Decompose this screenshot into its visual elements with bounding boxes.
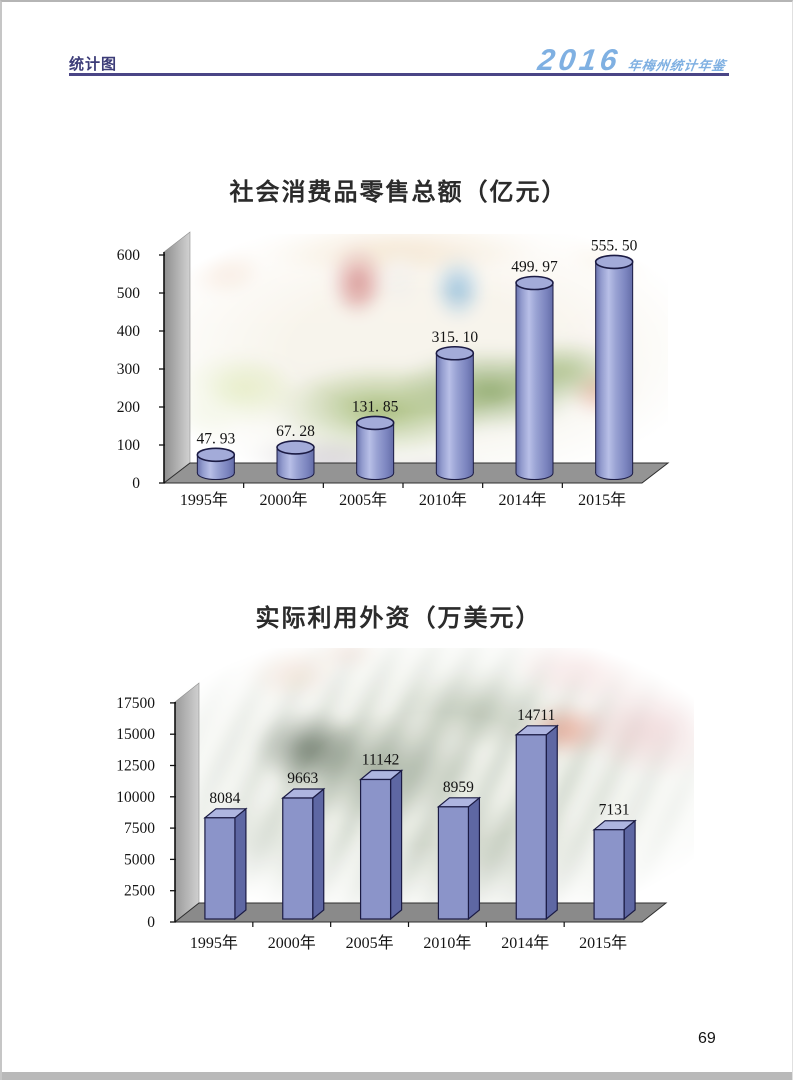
plot-back-wall — [174, 682, 200, 923]
bar-value-label: 9663 — [287, 770, 318, 787]
bar-value-label: 131. 85 — [352, 398, 399, 415]
x-category-label: 2010年 — [419, 491, 467, 509]
x-category-label: 2015年 — [579, 934, 627, 952]
header-section-label: 统计图 — [69, 56, 118, 73]
y-tick-label: 12500 — [116, 758, 155, 775]
cylinder-bar-body — [356, 422, 394, 473]
bar-value-label: 8959 — [443, 779, 474, 796]
box-bar-side — [312, 787, 325, 921]
y-tick-label: 500 — [117, 285, 141, 302]
cylinder-bar-top — [276, 440, 315, 455]
y-tick-label: 0 — [147, 914, 155, 931]
x-category-label: 2000年 — [268, 934, 316, 952]
box-bar-front — [282, 797, 314, 920]
y-tick-label: 0 — [132, 475, 140, 492]
x-category-label: 2015年 — [578, 491, 626, 509]
x-category-label: 2000年 — [259, 491, 307, 509]
cylinder-bar-body — [516, 283, 553, 473]
chart1-photo-fade — [174, 234, 668, 480]
bar-value-label: 8084 — [209, 790, 240, 807]
box-bar-side — [389, 769, 403, 921]
y-tick-label: 5000 — [124, 851, 155, 868]
chart2-title: 实际利用外资（万美元） — [255, 606, 542, 632]
box-bar-front — [204, 817, 236, 920]
bar-value-label: 14711 — [517, 707, 555, 724]
plot-floor — [162, 462, 670, 484]
x-category-label: 2014年 — [501, 934, 549, 952]
x-category-label: 2005年 — [339, 491, 387, 509]
y-tick-label: 200 — [117, 399, 141, 416]
cylinder-bar-top — [355, 415, 395, 431]
y-tick-label: 600 — [117, 247, 141, 264]
x-category-label: 2005年 — [346, 934, 394, 952]
x-category-label: 1995年 — [180, 491, 228, 509]
cylinder-bar-top — [435, 345, 475, 361]
page-bottom-edge — [2, 1072, 792, 1080]
bar-value-label: 315. 10 — [432, 329, 479, 346]
y-tick-label: 2500 — [124, 883, 155, 900]
bar-value-label: 67. 28 — [276, 423, 315, 440]
cylinder-bar-body — [436, 353, 474, 473]
box-bar-side — [467, 796, 481, 921]
bar-value-label: 499. 97 — [511, 259, 558, 276]
box-bar-front — [593, 829, 625, 920]
y-tick-label: 7500 — [124, 820, 155, 837]
x-category-label: 2014年 — [498, 491, 546, 509]
y-tick-label: 300 — [117, 361, 141, 378]
plot-back-wall — [163, 231, 191, 484]
cylinder-bar-top — [515, 275, 554, 291]
page-number: 69 — [698, 1030, 716, 1047]
box-bar-front — [437, 806, 470, 920]
y-tick-label: 15000 — [116, 726, 155, 743]
y-tick-label: 400 — [117, 323, 141, 340]
bar-value-label: 7131 — [599, 802, 630, 819]
y-tick-label: 17500 — [116, 695, 155, 712]
box-bar-side — [545, 724, 558, 921]
chart1-title: 社会消费品零售总额（亿元） — [229, 180, 568, 206]
bar-value-label: 11142 — [362, 752, 400, 769]
x-category-label: 1995年 — [190, 934, 238, 952]
y-tick-label: 100 — [117, 437, 141, 454]
box-bar-side — [623, 819, 636, 921]
bar-value-label: 47. 93 — [196, 430, 235, 447]
x-category-label: 2010年 — [423, 934, 471, 952]
plot-floor — [173, 902, 668, 923]
chart1-plot: 47. 93 67. 28 131. 85 315. 10 499. 97 555. 50… — [117, 231, 670, 509]
box-bar-side — [234, 807, 247, 921]
box-bar-front — [359, 778, 392, 920]
cylinder-bar-top — [196, 447, 236, 463]
bar-value-label: 555. 50 — [591, 237, 638, 254]
y-tick-label: 10000 — [116, 789, 155, 806]
chart2-background-photo — [174, 648, 694, 920]
box-bar-front — [515, 734, 547, 920]
cylinder-bar-body — [595, 261, 633, 473]
chart2-plot: 8084 9663 11142 8959 14711 7131 0 2500 5000 7500 1… — [116, 682, 668, 952]
chart1-background-photo — [174, 234, 668, 480]
header-yearbook-title: 年梅州统计年鉴 — [626, 58, 727, 73]
cylinder-bar-top — [594, 254, 634, 270]
header-rule — [69, 73, 729, 76]
